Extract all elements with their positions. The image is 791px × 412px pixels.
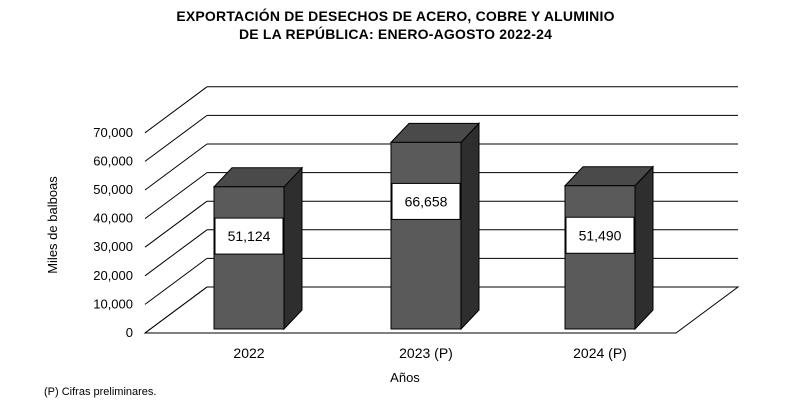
gridline-side	[144, 114, 208, 162]
gridline-side	[144, 86, 208, 134]
bar-side	[460, 122, 480, 331]
bar	[564, 185, 636, 330]
x-tick-label: 2024 (P)	[573, 345, 627, 361]
y-tick-label: 60,000	[93, 153, 133, 168]
data-label: 66,658	[405, 193, 448, 209]
y-tick-label: 30,000	[93, 239, 133, 254]
data-label: 51,124	[228, 228, 271, 244]
y-tick-label: 10,000	[93, 296, 133, 311]
y-tick-label: 70,000	[93, 125, 133, 140]
y-tick-label: 40,000	[93, 211, 133, 226]
data-label-box	[214, 217, 284, 255]
data-label-box	[391, 182, 461, 220]
chart-title-line-1: EXPORTACIÓN DE DESECHOS DE ACERO, COBRE …	[176, 8, 615, 24]
bar	[213, 186, 285, 330]
gridline-side	[144, 143, 208, 191]
gridline-side	[144, 229, 208, 277]
x-tick-label: 2022	[233, 345, 264, 361]
y-tick-label: 20,000	[93, 268, 133, 283]
gridline-side	[144, 200, 208, 248]
gridline-side	[144, 172, 208, 220]
y-tick-label: 50,000	[93, 182, 133, 197]
y-tick-label: 0	[126, 325, 133, 340]
footnote: (P) Cifras preliminares.	[44, 386, 157, 398]
bar-side	[283, 166, 303, 331]
bar	[390, 141, 462, 330]
bar-side	[634, 165, 654, 331]
x-axis-title: Años	[390, 370, 420, 385]
chart-title-line-2: DE LA REPÚBLICA: ENERO-AGOSTO 2022-24	[238, 26, 553, 42]
data-label-box	[565, 216, 635, 254]
x-tick-label: 2023 (P)	[399, 345, 453, 361]
data-label: 51,490	[579, 227, 622, 243]
gridline-side	[144, 286, 208, 334]
gridline-side	[144, 257, 208, 305]
y-axis-title: Miles de balboas	[45, 176, 60, 274]
